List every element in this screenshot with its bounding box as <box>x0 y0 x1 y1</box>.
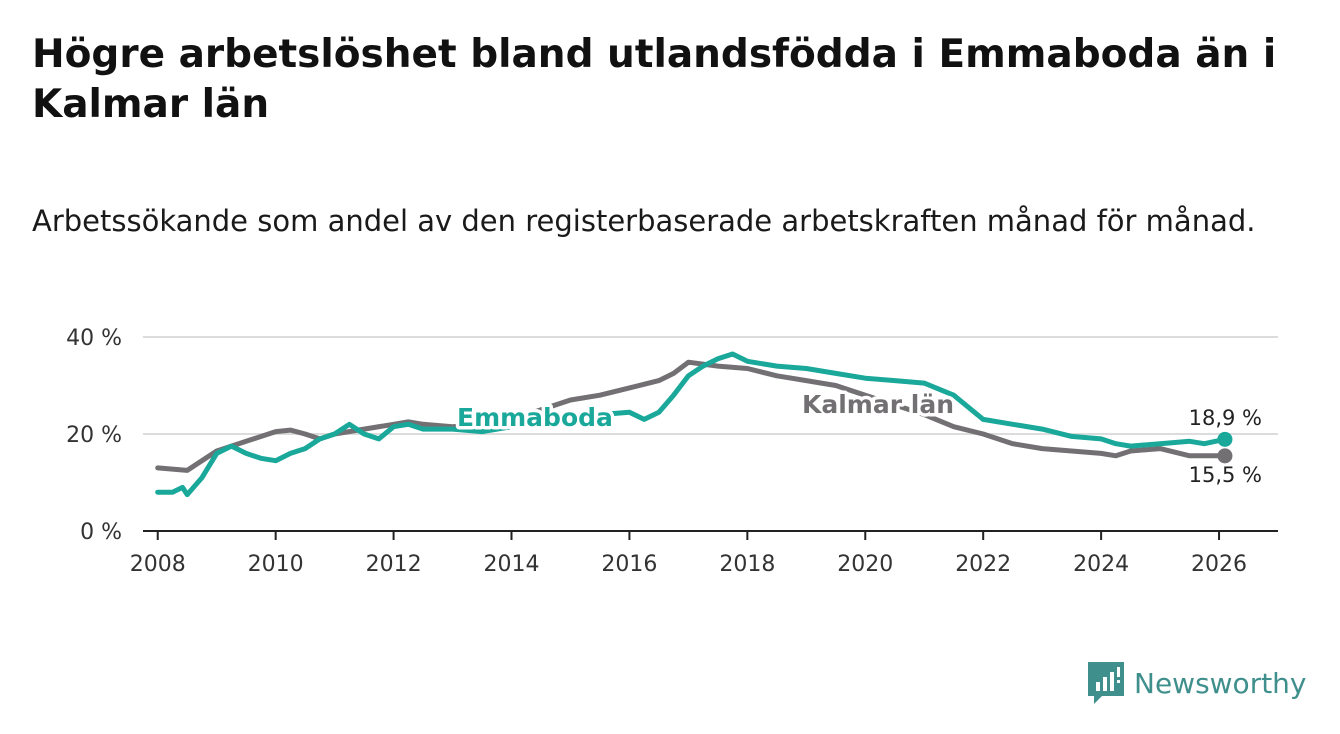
end-value-label-emmaboda: 18,9 % <box>1189 406 1262 430</box>
chart-title: Högre arbetslöshet bland utlandsfödda i … <box>32 32 1277 127</box>
x-tick-label: 2008 <box>130 552 186 577</box>
chart-subtitle: Arbetssökande som andel av den registerb… <box>32 204 1256 238</box>
x-tick-label: 2012 <box>366 552 422 577</box>
x-tick-label: 2026 <box>1191 552 1247 577</box>
x-tick-label: 2010 <box>248 552 304 577</box>
end-marker-kalmar-l-n <box>1217 448 1233 464</box>
y-tick-label: 20 % <box>66 423 122 448</box>
x-tick-label: 2018 <box>719 552 775 577</box>
series-line-emmaboda <box>155 351 1228 498</box>
x-tick-label: 2022 <box>955 552 1011 577</box>
end-value-label-kalmar: 15,5 % <box>1189 463 1262 487</box>
series-label-emmaboda: Emmaboda <box>457 403 613 432</box>
series-line-kalmar-l-n <box>155 359 1228 473</box>
newsworthy-logo-icon <box>1088 662 1124 704</box>
series-labels: Kalmar län Emmaboda 18,9 % 15,5 % <box>454 387 1263 488</box>
x-tick-label: 2020 <box>837 552 893 577</box>
grid-lines <box>143 336 1278 435</box>
brand: Newsworthy <box>1088 660 1307 706</box>
y-tick-label: 40 % <box>66 326 122 351</box>
axes: 0 % 20 % 40 % 2008 2010 2012 2014 2016 2018 2020 2… <box>66 326 1278 577</box>
end-marker-emmaboda <box>1217 431 1233 447</box>
y-tick-label: 0 % <box>80 520 122 545</box>
x-tick-label: 2024 <box>1073 552 1129 577</box>
x-tick-label: 2016 <box>601 552 657 577</box>
series-label-kalmar: Kalmar län <box>802 390 954 419</box>
brand-name: Newsworthy <box>1134 666 1307 700</box>
x-tick-label: 2014 <box>484 552 540 577</box>
series-lines <box>155 351 1233 498</box>
